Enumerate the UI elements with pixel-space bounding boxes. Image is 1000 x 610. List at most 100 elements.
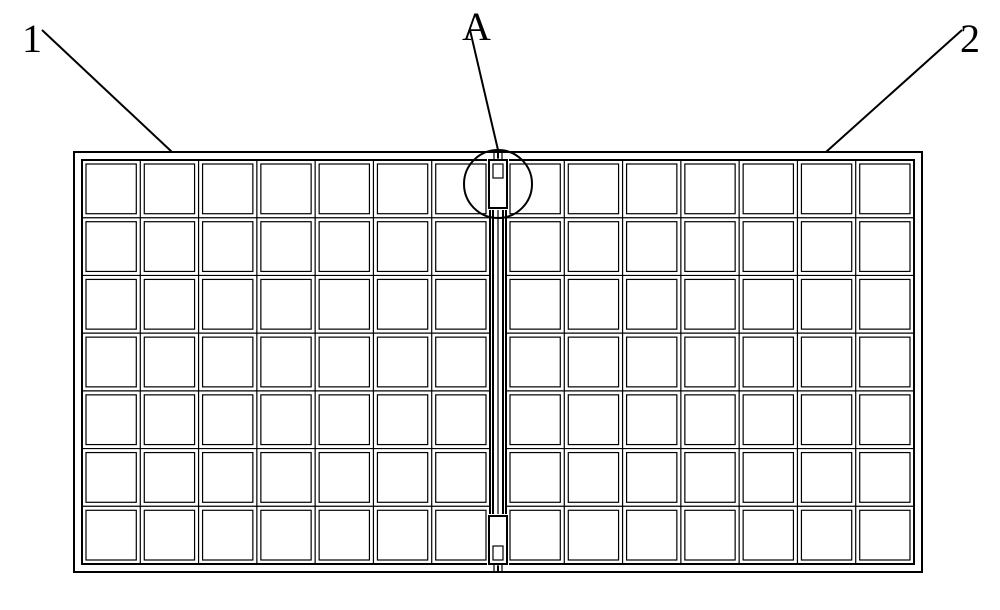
grid-cell xyxy=(203,395,253,445)
grid-cell xyxy=(685,510,735,560)
grid-cell xyxy=(860,395,910,445)
panel-outer xyxy=(498,152,922,572)
panel-inner xyxy=(82,160,490,564)
grid-cell xyxy=(86,510,136,560)
grid-cell xyxy=(319,222,369,272)
grid-cell xyxy=(510,453,560,503)
grid-cell xyxy=(743,337,793,387)
label-2: 2 xyxy=(960,16,980,61)
grid-cell xyxy=(144,337,194,387)
grid-cell xyxy=(627,279,677,329)
grid-cell xyxy=(144,510,194,560)
grid-cell xyxy=(436,337,486,387)
grid-cell xyxy=(144,395,194,445)
grid-cell xyxy=(377,337,427,387)
grid-cell xyxy=(510,164,560,214)
grid-cell xyxy=(86,453,136,503)
grid-cell xyxy=(801,453,851,503)
grid-cell xyxy=(86,337,136,387)
grid-cell xyxy=(86,222,136,272)
label-1: 1 xyxy=(22,16,42,61)
grid-cell xyxy=(377,453,427,503)
grid-cell xyxy=(743,279,793,329)
grid-cell xyxy=(203,222,253,272)
grid-cell xyxy=(627,395,677,445)
grid-cell xyxy=(743,164,793,214)
grid-cell xyxy=(685,222,735,272)
grid-cell xyxy=(627,164,677,214)
grid-cell xyxy=(86,279,136,329)
grid-cell xyxy=(510,279,560,329)
leader-2 xyxy=(826,30,962,152)
grid-cell xyxy=(568,164,618,214)
grid-cell xyxy=(801,510,851,560)
grid-cell xyxy=(743,395,793,445)
grid-cell xyxy=(860,279,910,329)
grid-cell xyxy=(261,164,311,214)
grid-cell xyxy=(685,279,735,329)
grid-cell xyxy=(801,337,851,387)
grid-cell xyxy=(510,510,560,560)
grid-cell xyxy=(743,222,793,272)
grid-cell xyxy=(377,164,427,214)
grid-cell xyxy=(377,395,427,445)
label-a: A xyxy=(462,4,491,49)
grid-cell xyxy=(801,164,851,214)
grid-cell xyxy=(568,222,618,272)
grid-cell xyxy=(319,337,369,387)
grid-cell xyxy=(261,279,311,329)
grid-cell xyxy=(319,510,369,560)
grid-cell xyxy=(436,510,486,560)
grid-cell xyxy=(319,453,369,503)
grid-cell xyxy=(261,337,311,387)
hinge-connector xyxy=(487,514,509,572)
grid-cell xyxy=(510,337,560,387)
panel-outer xyxy=(74,152,498,572)
grid-cell xyxy=(86,395,136,445)
grid-cell xyxy=(319,279,369,329)
grid-cell xyxy=(685,164,735,214)
grid-cell xyxy=(436,164,486,214)
grid-cell xyxy=(319,164,369,214)
grid-cell xyxy=(436,395,486,445)
grid-cell xyxy=(801,279,851,329)
grid-cell xyxy=(743,453,793,503)
grid-cell xyxy=(203,337,253,387)
grid-cell xyxy=(377,279,427,329)
grid-cell xyxy=(261,395,311,445)
grid-cell xyxy=(144,222,194,272)
grid-cell xyxy=(860,337,910,387)
diagram-canvas: A 1 2 xyxy=(0,0,1000,610)
hinge-connector xyxy=(487,152,509,210)
grid-cell xyxy=(627,453,677,503)
panel-inner xyxy=(506,160,914,564)
grid-cell xyxy=(568,510,618,560)
grid-cell xyxy=(144,453,194,503)
grid-cell xyxy=(203,279,253,329)
grid-cell xyxy=(261,510,311,560)
grid-cell xyxy=(319,395,369,445)
grid-cell xyxy=(510,395,560,445)
grid-cell xyxy=(568,395,618,445)
grid-cell xyxy=(436,453,486,503)
grid-cell xyxy=(203,510,253,560)
grid-cell xyxy=(685,337,735,387)
grid-cell xyxy=(261,453,311,503)
grid-cell xyxy=(144,279,194,329)
grid-cell xyxy=(568,337,618,387)
grid-cell xyxy=(86,164,136,214)
grid-cell xyxy=(261,222,311,272)
grid-cell xyxy=(860,164,910,214)
grid-cell xyxy=(685,395,735,445)
grid-cell xyxy=(377,222,427,272)
grid-cell xyxy=(510,222,560,272)
grid-cell xyxy=(860,222,910,272)
grid-cell xyxy=(801,395,851,445)
grid-cell xyxy=(627,510,677,560)
grid-cell xyxy=(436,222,486,272)
grid-cell xyxy=(801,222,851,272)
grid-cell xyxy=(568,279,618,329)
grid-cell xyxy=(627,337,677,387)
grid-cell xyxy=(860,510,910,560)
grid-cell xyxy=(743,510,793,560)
